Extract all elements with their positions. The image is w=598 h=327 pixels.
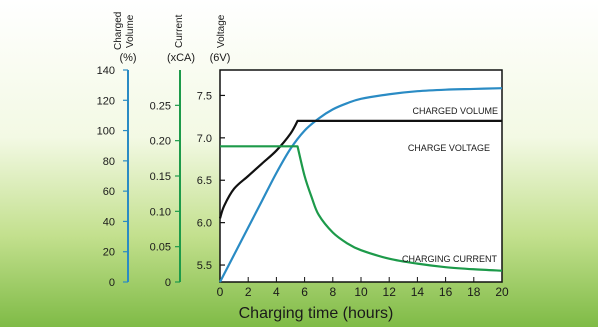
current-axis-unit: (xCA) <box>167 52 195 64</box>
voltage-axis-tick-label: 5.5 <box>197 260 212 272</box>
volume-axis-title-line1: Charged <box>113 12 124 50</box>
volume-axis-tick-label: 60 <box>103 186 115 198</box>
voltage-axis-tick-label: 7.5 <box>197 90 212 102</box>
x-axis-tick-label: 0 <box>217 285 224 299</box>
x-axis-tick-label: 18 <box>467 285 481 299</box>
current-axis-title: Current <box>174 14 185 48</box>
current-axis-tick-label: 0.15 <box>150 171 171 183</box>
x-axis-tick-label: 4 <box>273 285 280 299</box>
voltage-axis-title: Voltage <box>216 14 227 48</box>
series-charge-voltage-label: CHARGE VOLTAGE <box>408 143 490 153</box>
x-axis-tick-label: 14 <box>411 285 425 299</box>
volume-axis-tick-label: 80 <box>103 156 115 168</box>
x-axis-tick-label: 16 <box>439 285 453 299</box>
voltage-axis-tick-label: 6.0 <box>197 218 212 230</box>
current-axis-tick-label: 0.10 <box>150 206 171 218</box>
volume-axis-title-line2: Volume <box>125 14 136 48</box>
volume-axis-unit: (%) <box>119 52 136 64</box>
volume-axis-tick-label: 20 <box>103 247 115 259</box>
current-axis-tick-label: 0.20 <box>150 136 171 148</box>
volume-axis-tick-label: 0 <box>109 277 115 289</box>
current-axis-tick-label: 0 <box>165 277 171 289</box>
current-axis-tick-label: 0.05 <box>150 242 171 254</box>
x-axis-tick-label: 10 <box>354 285 368 299</box>
plot-area <box>219 69 503 283</box>
series-charging-current-line <box>220 145 503 272</box>
volume-axis-tick-label: 120 <box>97 95 115 107</box>
voltage-axis-tick-label: 7.0 <box>197 133 212 145</box>
voltage-axis-unit: (6V) <box>210 52 231 64</box>
series-charged-volume-line <box>219 87 503 283</box>
x-axis-tick-label: 2 <box>245 285 252 299</box>
x-axis-label: Charging time (hours) <box>239 305 394 322</box>
x-axis-tick-label: 6 <box>301 285 308 299</box>
volume-axis-tick-label: 40 <box>103 216 115 228</box>
x-axis-tick-label: 12 <box>383 285 397 299</box>
series-charged-volume-label: CHARGED VOLUME <box>412 106 498 116</box>
series-charging-current-label: CHARGING CURRENT <box>402 254 498 264</box>
series-charge-voltage-line <box>218 119 502 219</box>
volume-axis-tick-label: 100 <box>97 126 115 138</box>
x-axis-tick-label: 8 <box>329 285 336 299</box>
voltage-axis-tick-label: 6.5 <box>197 175 212 187</box>
volume-axis-tick-label: 140 <box>97 65 115 77</box>
x-axis-tick-label: 20 <box>495 285 509 299</box>
current-axis-tick-label: 0.25 <box>150 100 171 112</box>
